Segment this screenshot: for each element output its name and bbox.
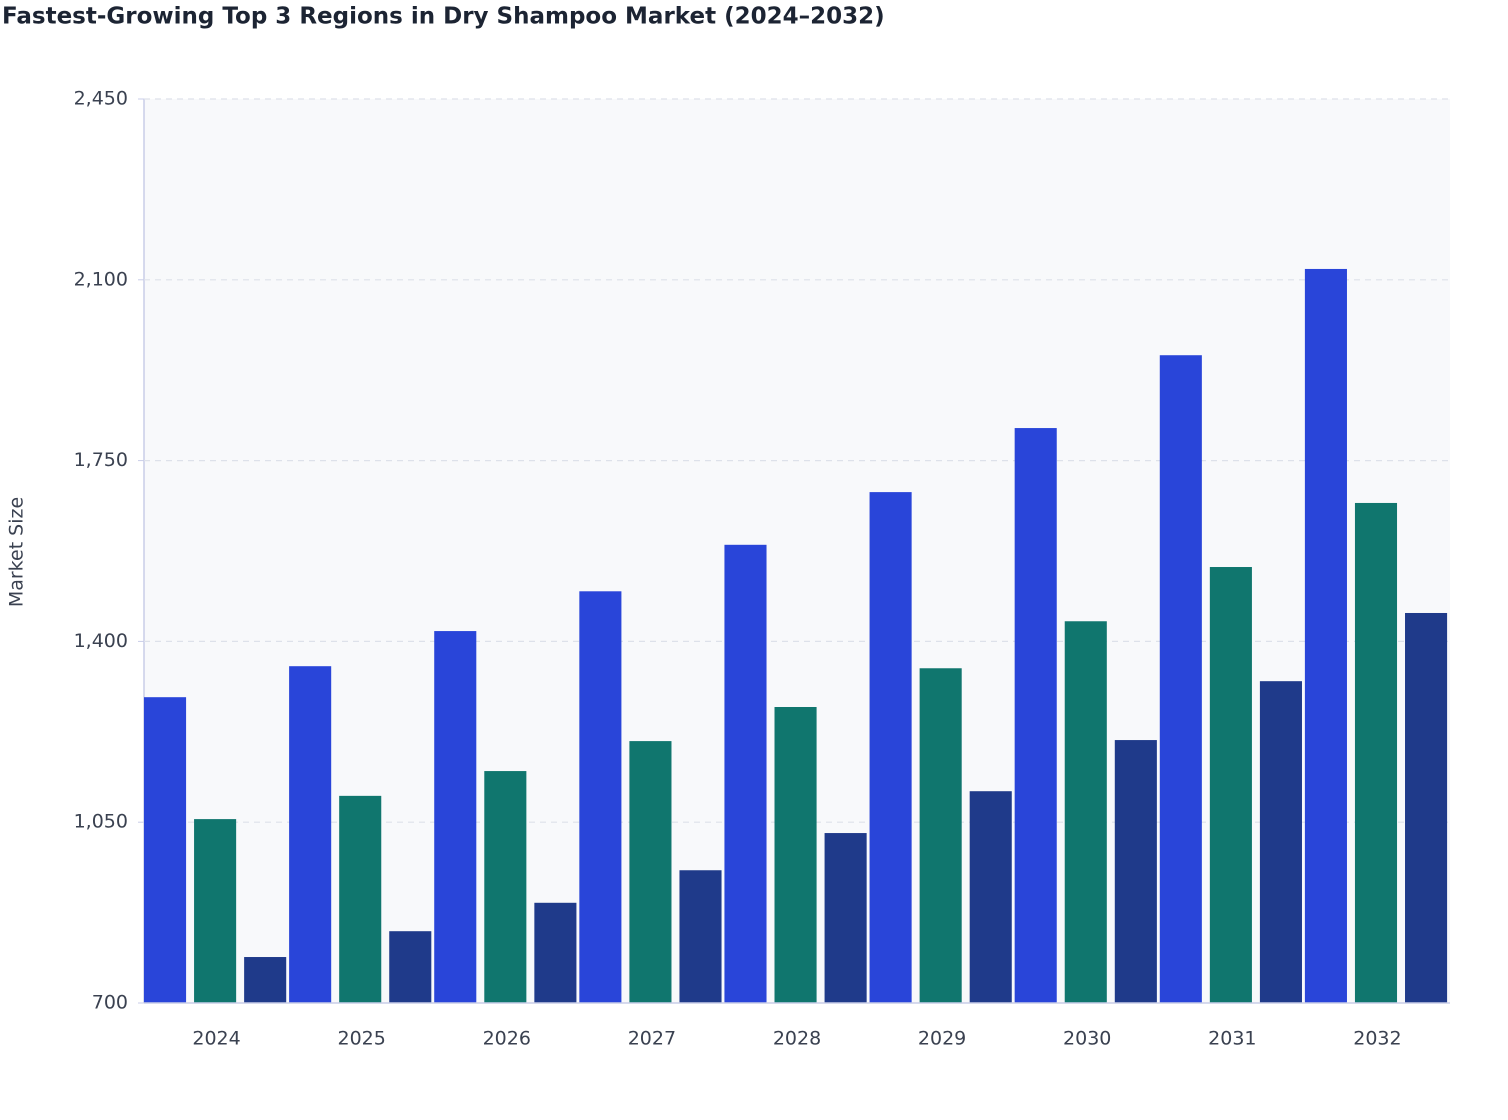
bar <box>679 870 722 1003</box>
x-tick-label: 2025 <box>337 1028 385 1050</box>
bar <box>144 697 187 1003</box>
y-axis-label: Market Size <box>6 497 28 607</box>
x-tick-label: 2027 <box>628 1028 676 1050</box>
bar <box>434 631 477 1003</box>
bar <box>289 666 332 1003</box>
bar <box>724 544 767 1003</box>
x-tick-label: 2028 <box>773 1028 821 1050</box>
bar <box>1354 502 1398 1003</box>
x-tick-label: 2031 <box>1208 1028 1256 1050</box>
bar <box>1159 355 1202 1003</box>
y-tick-label: 700 <box>92 992 128 1014</box>
bar <box>1259 681 1302 1003</box>
x-tick-label: 2029 <box>918 1028 966 1050</box>
bar <box>244 957 287 1003</box>
y-tick-label: 1,400 <box>74 630 128 652</box>
bar <box>629 741 672 1003</box>
bar <box>1014 428 1057 1003</box>
bar <box>339 795 382 1003</box>
bar <box>484 771 527 1003</box>
chart-title: Fastest-Growing Top 3 Regions in Dry Sha… <box>2 4 885 30</box>
bar <box>869 492 912 1003</box>
bar <box>969 791 1012 1003</box>
bar <box>1064 621 1107 1003</box>
y-tick-label: 1,050 <box>74 811 128 833</box>
bar <box>579 591 622 1003</box>
y-tick-label: 1,750 <box>74 449 128 471</box>
x-tick-label: 2032 <box>1353 1028 1401 1050</box>
bar <box>534 902 577 1003</box>
bar <box>824 833 867 1003</box>
bar <box>1114 740 1157 1003</box>
bar <box>194 819 237 1003</box>
x-tick-label: 2024 <box>192 1028 240 1050</box>
bar <box>774 707 817 1003</box>
bar <box>919 668 962 1003</box>
y-tick-label: 2,100 <box>74 268 128 290</box>
bar <box>1209 567 1252 1003</box>
bar <box>389 931 432 1003</box>
x-tick-label: 2030 <box>1063 1028 1111 1050</box>
bar <box>1304 268 1347 1003</box>
bar <box>1405 612 1448 1003</box>
y-tick-label: 2,450 <box>74 88 128 110</box>
x-tick-label: 2026 <box>483 1028 531 1050</box>
